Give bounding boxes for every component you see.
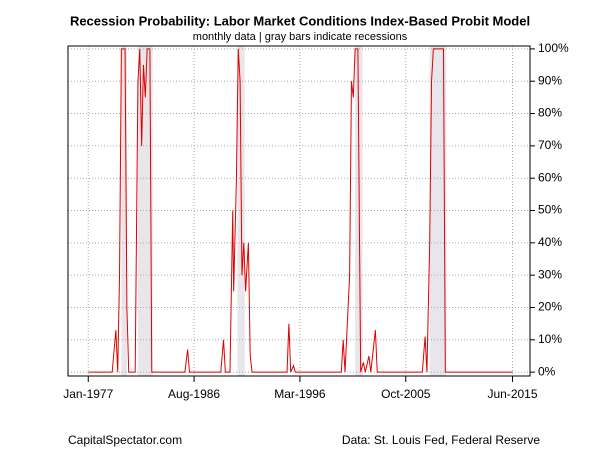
source-right: Data: St. Louis Fed, Federal Reserve [342,433,540,447]
recession-bar [121,46,127,376]
y-tick-label: 70% [538,138,562,152]
series-line [88,48,513,373]
x-tick-label: Jun-2015 [487,387,537,401]
x-tick-label: Jan-1977 [63,387,113,401]
y-tick-label: 50% [538,203,562,217]
chart-title: Recession Probability: Labor Market Cond… [70,13,530,28]
y-tick-label: 10% [538,332,562,346]
y-tick-label: 90% [538,73,562,87]
y-tick-label: 80% [538,106,562,120]
y-tick-label: 100% [538,41,569,55]
x-tick-label: Oct-2005 [381,387,431,401]
chart-subtitle: monthly data | gray bars indicate recess… [193,31,408,43]
y-tick-label: 20% [538,300,562,314]
y-tick-label: 30% [538,267,562,281]
y-tick-label: 40% [538,235,562,249]
y-tick-label: 0% [538,364,556,378]
x-tick-label: Mar-1996 [274,387,326,401]
source-left: CapitalSpectator.com [68,433,182,447]
x-tick-label: Aug-1986 [168,387,220,401]
plot-frame [67,45,531,377]
y-tick-label: 60% [538,170,562,184]
